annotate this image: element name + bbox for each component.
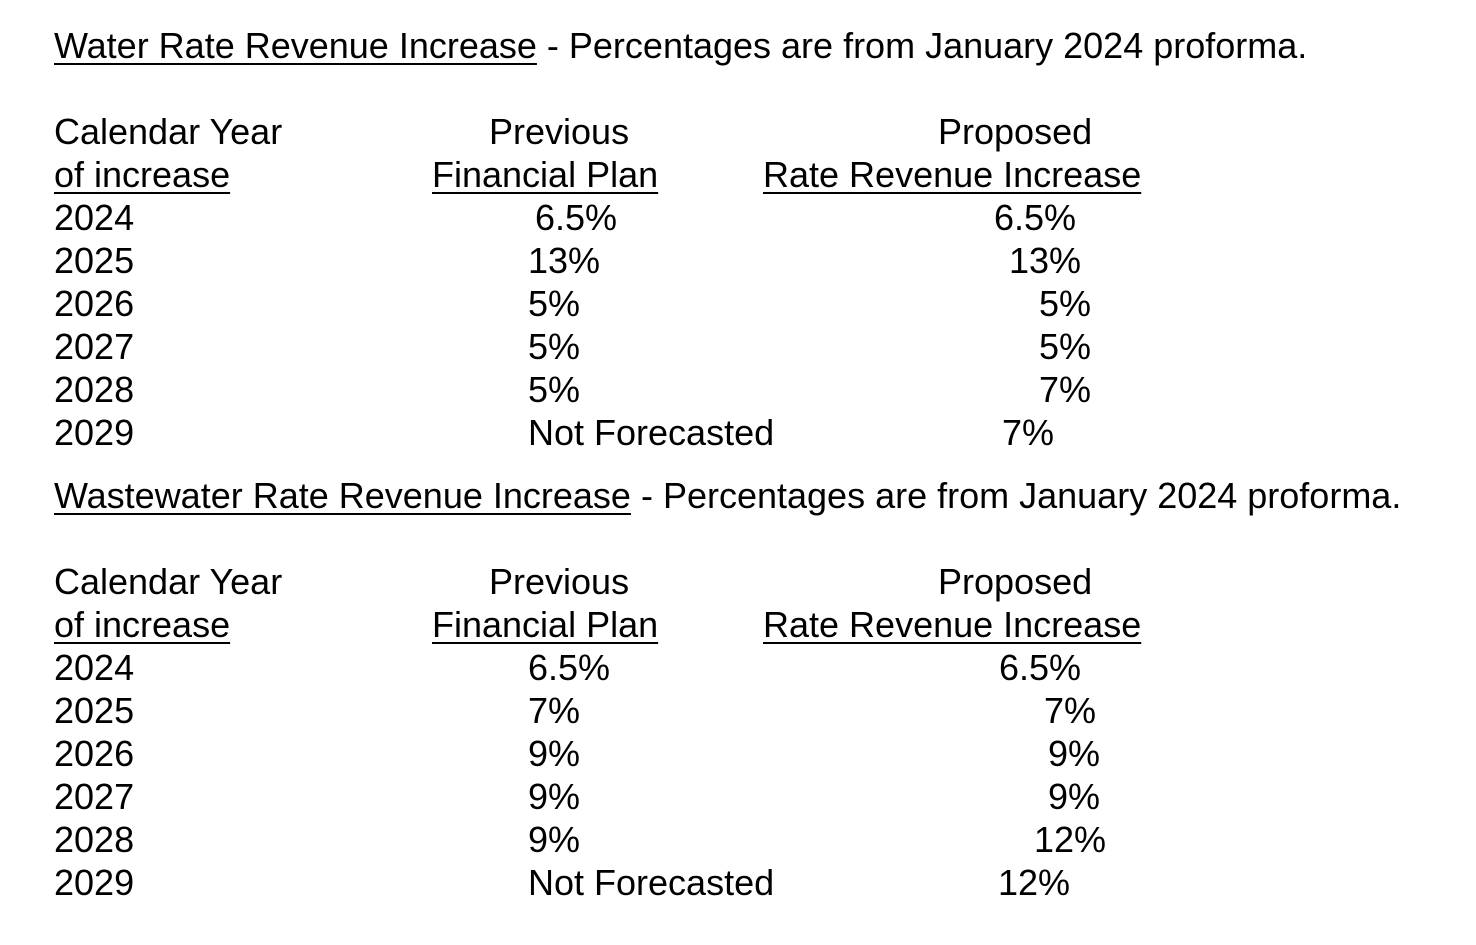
water-header-row-2: of increase Financial Plan Rate Revenue … [54,153,1464,196]
year-cell: 2025 [54,690,135,731]
table-row: 2027 5% 5% [54,325,1464,368]
wastewater-header-prop-line1: Proposed [938,561,1093,602]
previous-cell: 9% [528,819,581,860]
table-row: 2028 9% 12% [54,818,1464,861]
wastewater-header-row-1: Calendar Year Previous Proposed [54,560,1464,603]
table-row: 2029 Not Forecasted 7% [54,411,1464,454]
water-heading: Water Rate Revenue Increase - Percentage… [54,24,1464,67]
previous-cell: 5% [528,326,581,367]
previous-cell: Not Forecasted [528,412,775,453]
year-cell: 2027 [54,326,135,367]
previous-cell: 5% [528,283,581,324]
water-header-prev-line1: Previous [489,111,630,152]
proposed-cell: 12% [1034,819,1107,860]
year-cell: 2024 [54,647,135,688]
water-section: Water Rate Revenue Increase - Percentage… [54,24,1464,454]
previous-cell: 6.5% [535,197,618,238]
water-title: Water Rate Revenue Increase [54,25,537,66]
proposed-cell: 5% [1039,326,1092,367]
water-subtitle: - Percentages are from January 2024 prof… [536,25,1308,66]
water-header-row-1: Calendar Year Previous Proposed [54,110,1464,153]
table-row: 2027 9% 9% [54,775,1464,818]
proposed-cell: 5% [1039,283,1092,324]
proposed-cell: 9% [1048,776,1101,817]
water-header-prev-line2: Financial Plan [432,154,659,195]
wastewater-title: Wastewater Rate Revenue Increase [54,475,631,516]
proposed-cell: 7% [1039,369,1092,410]
year-cell: 2029 [54,412,135,453]
table-row: 2024 6.5% 6.5% [54,196,1464,239]
previous-cell: 5% [528,369,581,410]
year-cell: 2029 [54,862,135,903]
previous-cell: 9% [528,733,581,774]
wastewater-heading: Wastewater Rate Revenue Increase - Perce… [54,474,1464,517]
table-row: 2026 9% 9% [54,732,1464,775]
year-cell: 2028 [54,369,135,410]
water-header-prop-line2: Rate Revenue Increase [763,154,1142,195]
wastewater-header-year-line2: of increase [54,604,231,645]
water-table: Calendar Year Previous Proposed of incre… [54,110,1464,454]
proposed-cell: 13% [1009,240,1082,281]
proposed-cell: 12% [998,862,1071,903]
wastewater-header-prev-line1: Previous [489,561,630,602]
year-cell: 2028 [54,819,135,860]
table-row: 2029 Not Forecasted 12% [54,861,1464,904]
previous-cell: 13% [528,240,601,281]
previous-cell: Not Forecasted [528,862,775,903]
table-row: 2025 7% 7% [54,689,1464,732]
wastewater-section: Wastewater Rate Revenue Increase - Perce… [54,474,1464,904]
proposed-cell: 7% [1002,412,1055,453]
proposed-cell: 7% [1044,690,1097,731]
year-cell: 2025 [54,240,135,281]
year-cell: 2024 [54,197,135,238]
water-header-year-line2: of increase [54,154,231,195]
wastewater-subtitle: - Percentages are from January 2024 prof… [630,475,1402,516]
wastewater-table: Calendar Year Previous Proposed of incre… [54,560,1464,904]
proposed-cell: 6.5% [994,197,1077,238]
water-header-year-line1: Calendar Year [54,111,283,152]
previous-cell: 6.5% [528,647,611,688]
proposed-cell: 6.5% [999,647,1082,688]
table-row: 2024 6.5% 6.5% [54,646,1464,689]
proposed-cell: 9% [1048,733,1101,774]
year-cell: 2026 [54,283,135,324]
year-cell: 2027 [54,776,135,817]
wastewater-header-prop-line2: Rate Revenue Increase [763,604,1142,645]
previous-cell: 9% [528,776,581,817]
table-row: 2026 5% 5% [54,282,1464,325]
wastewater-header-row-2: of increase Financial Plan Rate Revenue … [54,603,1464,646]
wastewater-header-prev-line2: Financial Plan [432,604,659,645]
wastewater-header-year-line1: Calendar Year [54,561,283,602]
year-cell: 2026 [54,733,135,774]
water-header-prop-line1: Proposed [938,111,1093,152]
table-row: 2025 13% 13% [54,239,1464,282]
table-row: 2028 5% 7% [54,368,1464,411]
previous-cell: 7% [528,690,581,731]
